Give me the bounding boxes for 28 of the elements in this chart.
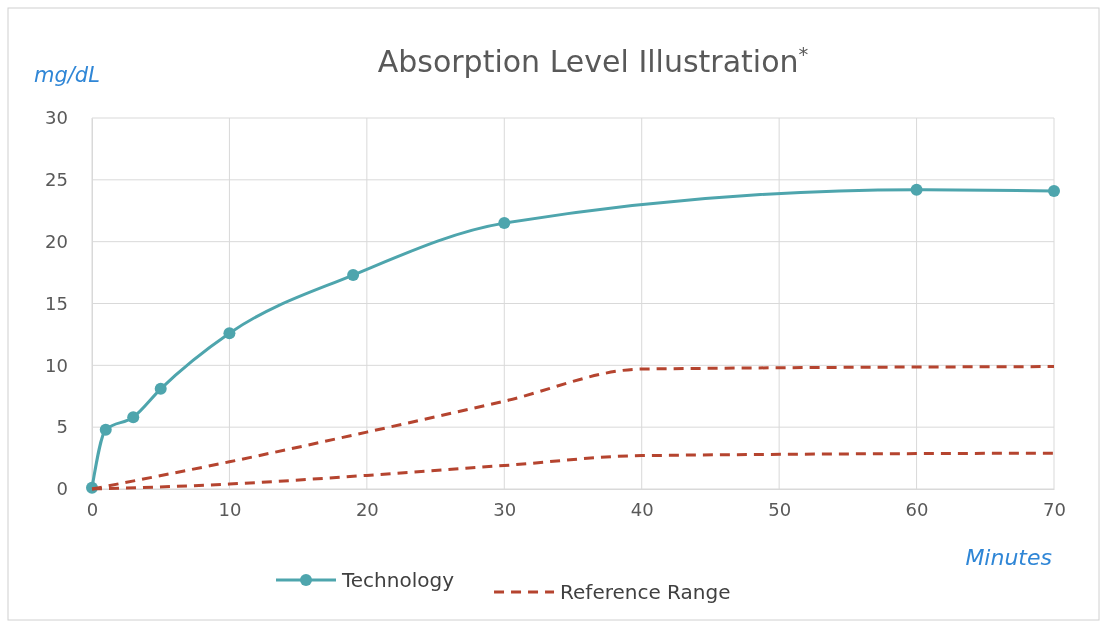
y-tick-label: 25	[45, 169, 68, 191]
x-tick-label: 40	[630, 498, 654, 520]
point	[1048, 184, 1060, 197]
x-tick-label: 60	[905, 498, 929, 520]
y-tick-label: 15	[45, 292, 68, 314]
point	[498, 217, 511, 230]
point	[223, 327, 236, 340]
y-tick-label: 5	[56, 416, 68, 438]
chart-title: Absorption Level Illustration$^{*}$	[377, 42, 809, 79]
point	[99, 423, 112, 436]
x-tick-label: 0	[86, 498, 99, 520]
legend-label: Technology	[341, 568, 455, 592]
point	[347, 269, 360, 282]
x-tick-label: 20	[355, 498, 379, 520]
point	[154, 382, 167, 395]
y-tick-label: 0	[56, 478, 68, 500]
x-tick-label: 50	[768, 498, 792, 520]
x-tick-label: 30	[493, 498, 517, 520]
x-tick-label: 70	[1043, 498, 1066, 520]
x-axis-title: Minutes	[965, 545, 1052, 570]
legend-label: Reference Range	[560, 580, 731, 604]
y-tick-label: 10	[45, 354, 68, 376]
point	[127, 411, 140, 424]
x-tick-label: 10	[218, 498, 242, 520]
point	[910, 183, 923, 196]
y-tick-label: 20	[45, 230, 68, 252]
y-axis-title: mg/dL	[34, 63, 100, 87]
y-tick-label: 30	[45, 107, 68, 129]
